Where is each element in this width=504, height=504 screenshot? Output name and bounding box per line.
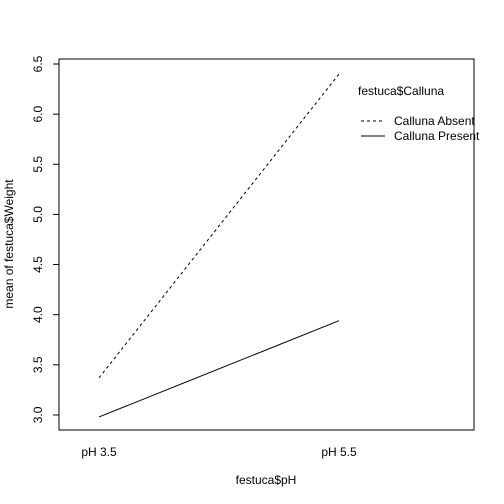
y-tick-label: 4.5 [31,256,45,273]
series-line-calluna-absent [98,73,340,379]
legend-label: Calluna Present [394,129,480,143]
y-axis-label: mean of festuca$Weight [2,179,16,309]
series-line-calluna-present [98,320,340,418]
x-tick-label: pH 3.5 [81,445,117,459]
y-tick-label: 6.5 [31,55,45,72]
y-tick-label: 4.0 [31,306,45,323]
y-tick-label: 6.0 [31,105,45,122]
x-tick-label: pH 5.5 [321,445,357,459]
x-axis-label: festuca$pH [236,473,297,487]
legend-title: festuca$Calluna [358,84,444,98]
legend-label: Calluna Absent [394,114,475,128]
y-tick-label: 5.0 [31,206,45,223]
y-axis: 3.0 3.5 4.0 4.5 5.0 5.5 6.0 6.5 [31,55,59,423]
plot-frame [58,58,475,431]
y-tick-label: 3.0 [31,406,45,423]
y-tick-label: 3.5 [31,356,45,373]
x-axis: pH 3.5 pH 5.5 [81,445,357,459]
y-tick-label: 5.5 [31,156,45,173]
series-layer [98,73,340,418]
